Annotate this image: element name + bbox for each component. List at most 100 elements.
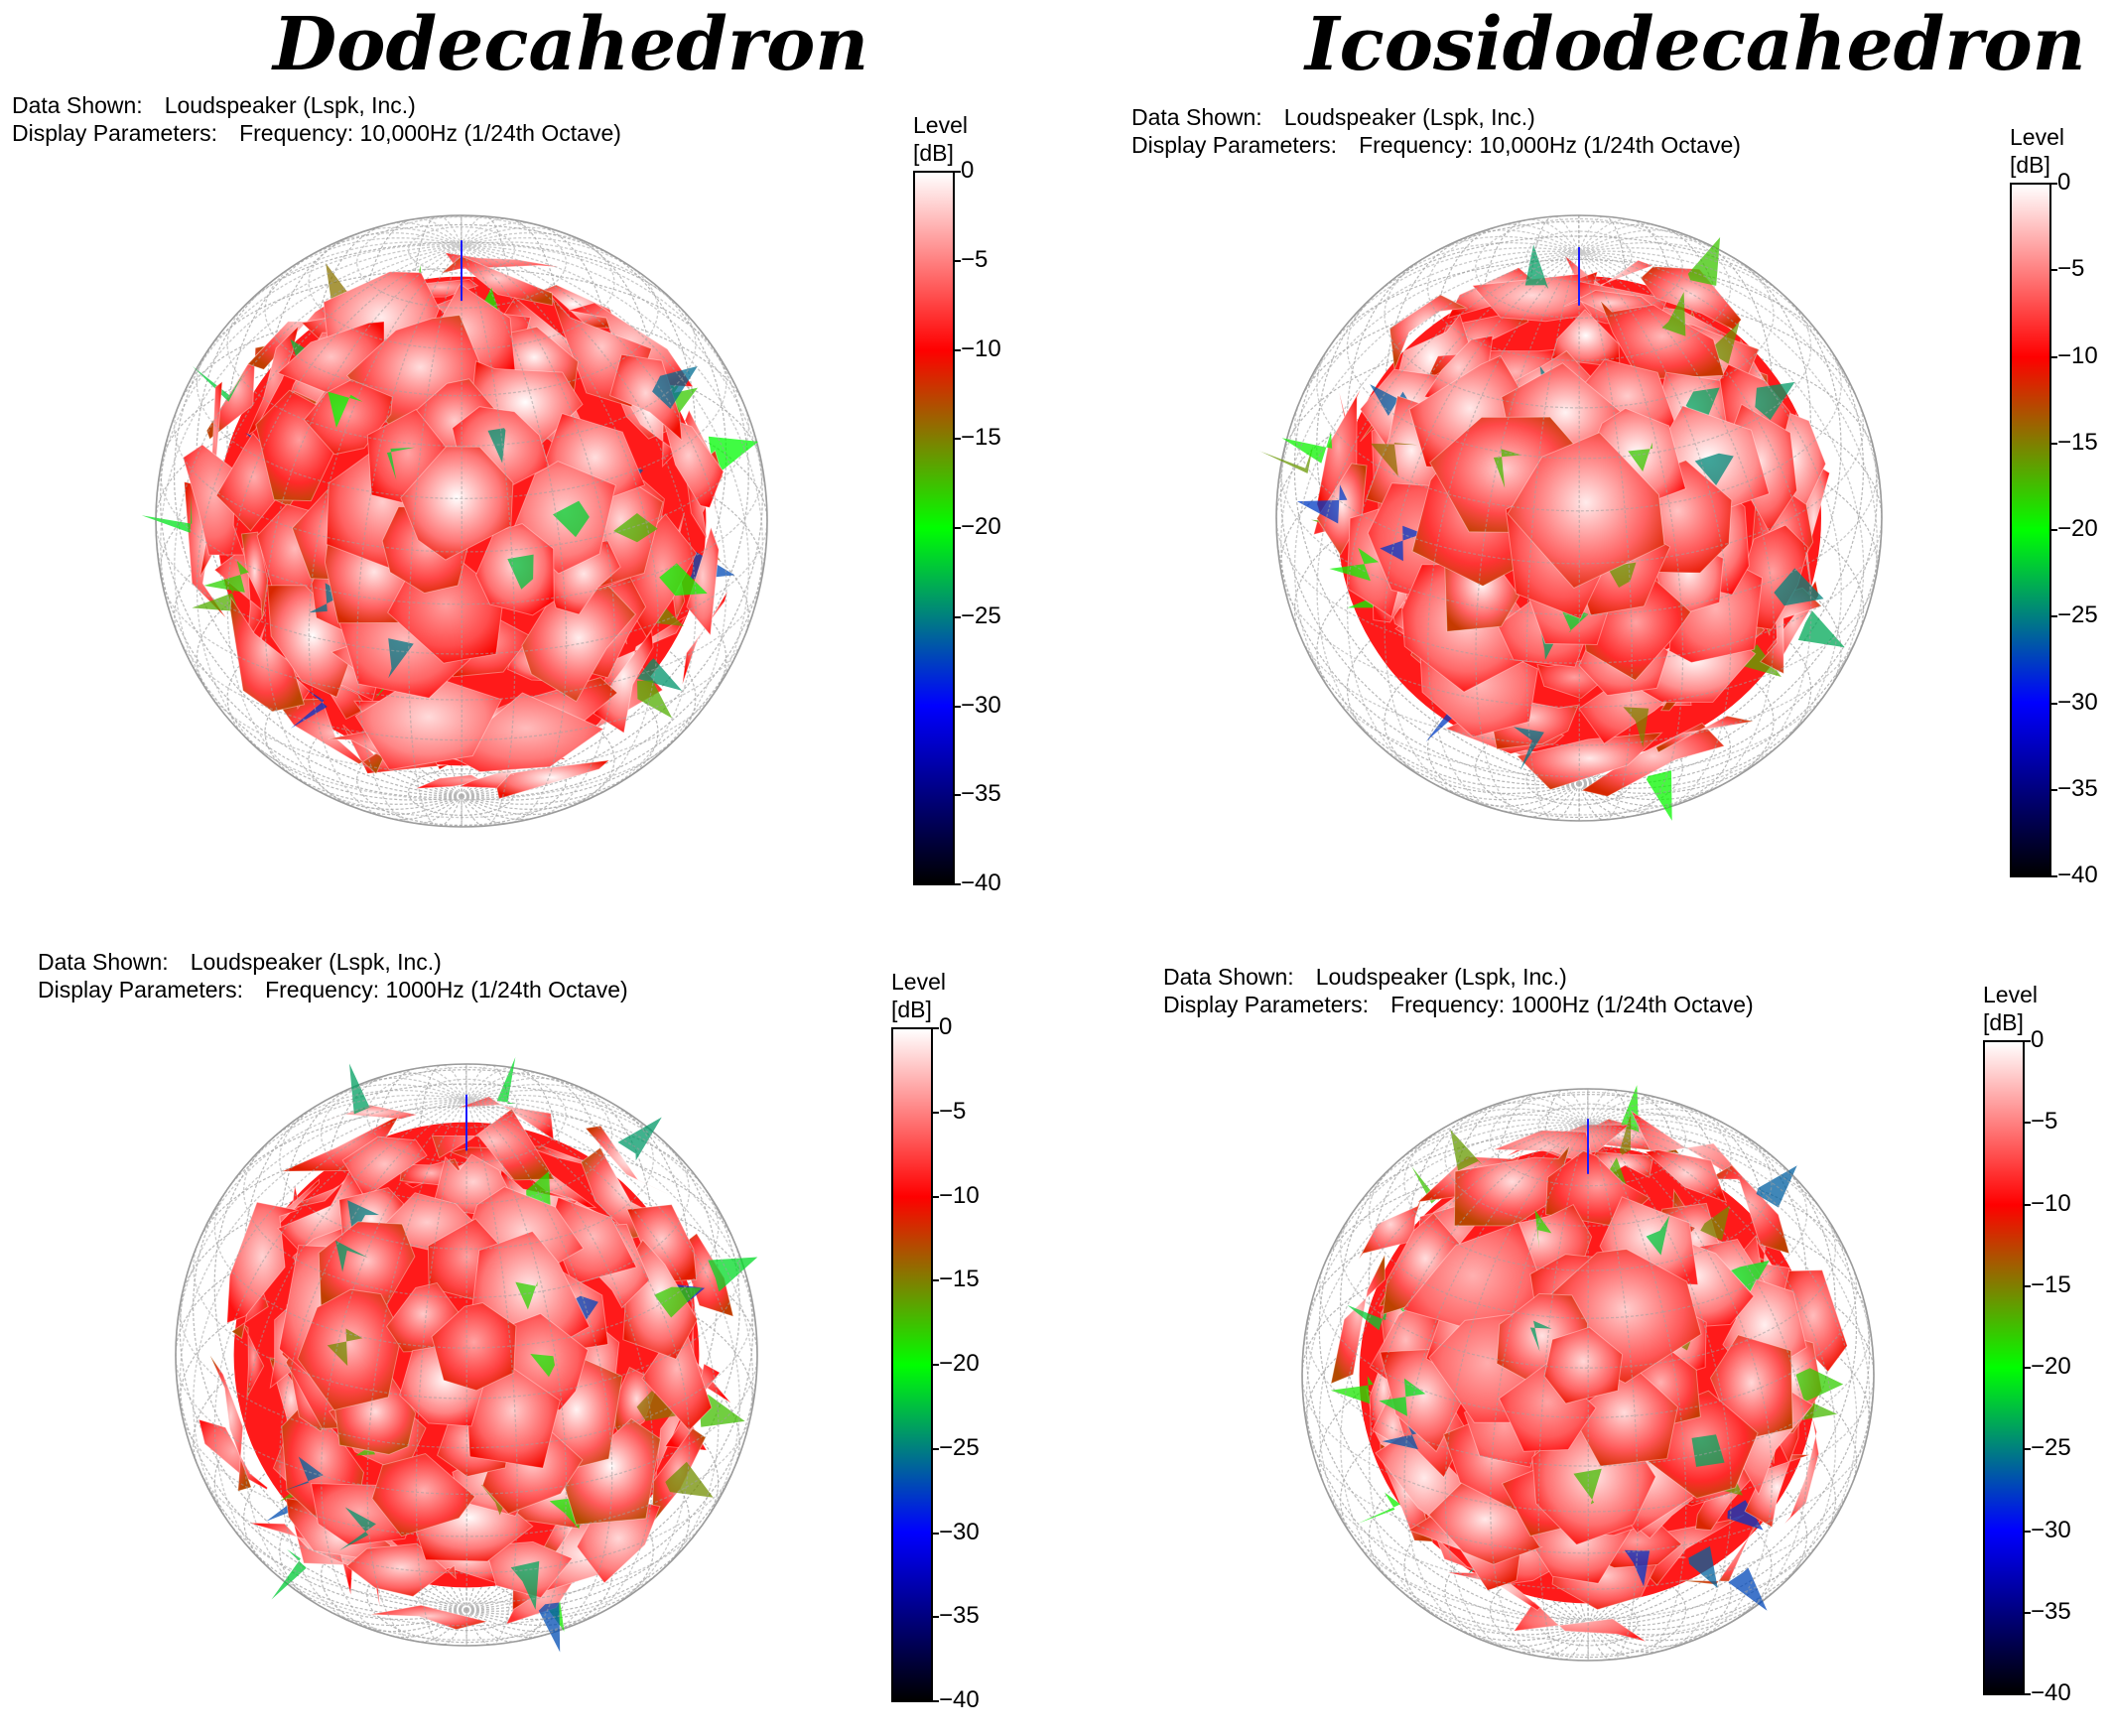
colorbar-gradient [891, 1027, 933, 1702]
display-parameters-label: Display Parameters: [1163, 992, 1370, 1017]
title-icosidodecahedron: Icosidodecahedron [1305, 2, 2086, 87]
balloon-plot-icosidodecahedron-10k [1258, 214, 1883, 822]
lobe-facet [245, 325, 300, 438]
balloon-plot-dodecahedron-10k [141, 214, 768, 828]
valley-facet [1370, 384, 1411, 416]
valley-facet [515, 1280, 538, 1310]
lobe-facet [1744, 1454, 1810, 1529]
valley-facet [1623, 707, 1650, 747]
valley-facet [1691, 1434, 1725, 1467]
valley-facet [1534, 1209, 1552, 1250]
lobe-facet [686, 525, 720, 637]
colorbar-tick [931, 1195, 939, 1198]
colorbar-tick-label: −25 [961, 601, 1001, 629]
colorbar-tick [2049, 269, 2057, 272]
valley-facet [487, 428, 506, 464]
colorbar-tick-label: −35 [2031, 1597, 2071, 1625]
valley-facet [530, 1354, 555, 1378]
data-shown-label: Data Shown: [12, 92, 143, 118]
colorbar-gradient [913, 171, 955, 885]
colorbar-unit: [dB] [891, 997, 932, 1022]
colorbar-tick-label: −35 [961, 780, 1001, 808]
valley-facet [1573, 1468, 1602, 1505]
lobe-facet [682, 591, 728, 685]
valley-facet [1688, 1545, 1718, 1588]
wireframe-front [1275, 215, 1883, 822]
valley-facet [388, 638, 414, 679]
display-parameters-value: Frequency: 10,000Hz (1/24th Octave) [1359, 132, 1741, 158]
valley-facet [349, 1063, 379, 1115]
lobe-facet [1679, 1519, 1762, 1585]
data-shown-value: Loudspeaker (Lspk, Inc.) [1315, 964, 1567, 990]
lobe-facet [1570, 1368, 1679, 1467]
lobe-facet [326, 1104, 417, 1122]
valley-facet [1493, 449, 1521, 488]
colorbar-tick [2049, 702, 2057, 705]
colorbar-tick [2049, 788, 2057, 791]
colorbar-tick [953, 171, 961, 173]
valley-facet [613, 513, 658, 543]
valley-facet [637, 658, 683, 691]
valley-facet [290, 689, 328, 729]
valley-facet [1379, 1378, 1426, 1416]
valley-facet [636, 1391, 679, 1421]
colorbar-tick [931, 1616, 939, 1619]
valley-facet [1646, 770, 1672, 821]
valley-facet [1755, 381, 1795, 421]
balloon-plot-icosidodecahedron-1k [1301, 1085, 1875, 1662]
colorbar-tick [953, 794, 961, 797]
lobe-facet [1580, 722, 1726, 797]
display-parameters-label: Display Parameters: [1131, 132, 1338, 158]
valley-facet [1358, 1492, 1400, 1524]
data-shown-label: Data Shown: [1131, 104, 1262, 130]
colorbar-tick [931, 1364, 939, 1366]
lobe-facet [1453, 1144, 1571, 1227]
valley-facet [1700, 1205, 1731, 1241]
valley-facet [1694, 453, 1734, 485]
colorbar-tick [953, 527, 961, 529]
wireframe-front [175, 1064, 758, 1647]
colorbar-tick-label: 0 [2057, 169, 2071, 196]
colorbar-tick-label: −20 [2031, 1353, 2071, 1380]
colorbar-tick [953, 259, 961, 262]
colorbar-tick [2023, 1611, 2031, 1614]
lobe-facet [1654, 715, 1754, 753]
lobe-facet [226, 1201, 300, 1324]
display-parameters-value: Frequency: 1000Hz (1/24th Octave) [265, 977, 628, 1002]
lobe-facet [1783, 1417, 1820, 1525]
valley-facet [1347, 1299, 1389, 1331]
colorbar-tick-label: −40 [939, 1686, 980, 1713]
colorbar-title: Level [2010, 124, 2064, 150]
valley-facet [1730, 1260, 1770, 1292]
display-parameters-value: Frequency: 1000Hz (1/24th Octave) [1390, 992, 1754, 1017]
colorbar-tick [2023, 1203, 2031, 1206]
lobe-facet [183, 444, 245, 556]
valley-facet [1513, 727, 1544, 771]
valley-facet [665, 1461, 714, 1498]
info-block: Data Shown: Loudspeaker (Lspk, Inc.) Disp… [38, 948, 628, 1003]
info-block: Data Shown: Loudspeaker (Lspk, Inc.) Disp… [12, 91, 621, 147]
valley-facet [654, 1286, 703, 1318]
colorbar-tick [2023, 1367, 2031, 1369]
valley-facet [699, 1394, 745, 1427]
lobe-facet [400, 446, 514, 561]
title-dodecahedron: Dodecahedron [273, 2, 869, 87]
colorbar-tick [953, 438, 961, 441]
colorbar-gradient [2010, 183, 2051, 877]
lobe-facet [1513, 1601, 1647, 1643]
valley-facet [617, 1117, 662, 1161]
lobe-facet [1358, 1195, 1423, 1260]
valley-facet [1728, 1567, 1768, 1611]
lobe-facet [205, 344, 267, 441]
colorbar-tick [2023, 1530, 2031, 1533]
lobe-facet [297, 1288, 403, 1411]
colorbar-tick-label: 0 [961, 157, 975, 184]
valley-facet [386, 447, 416, 480]
valley-facet [1380, 525, 1423, 562]
colorbar-tick [931, 1027, 939, 1029]
data-shown-value: Loudspeaker (Lspk, Inc.) [190, 949, 442, 975]
colorbar-tick-label: −10 [2031, 1189, 2071, 1217]
colorbar-tick-label: −30 [2031, 1516, 2071, 1543]
lobe-facet [585, 1125, 676, 1198]
colorbar-tick-label: −40 [2057, 862, 2098, 888]
